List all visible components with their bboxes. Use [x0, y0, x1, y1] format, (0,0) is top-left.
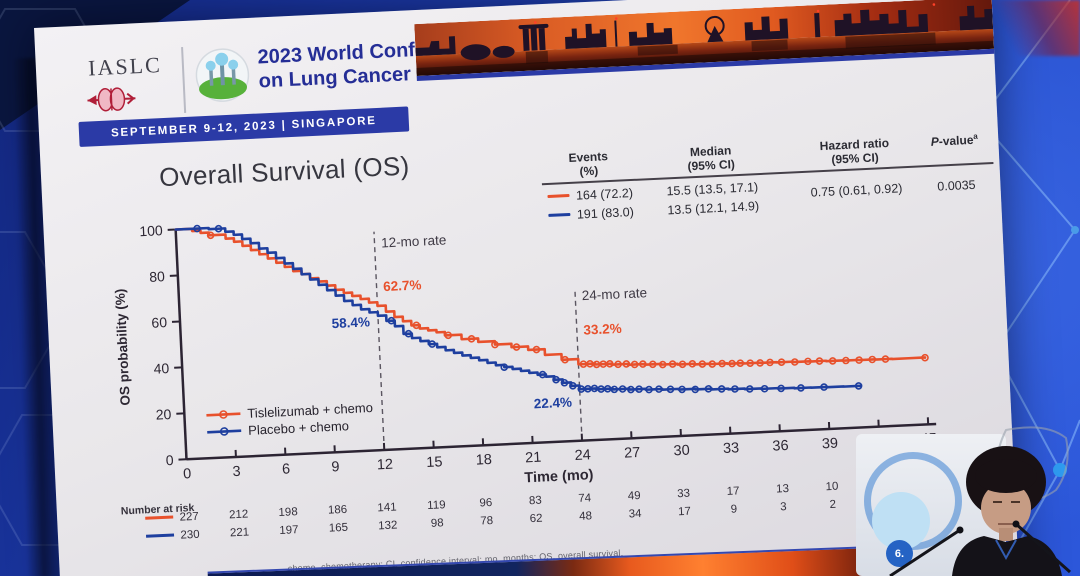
svg-text:13: 13: [776, 483, 789, 496]
svg-text:197: 197: [279, 524, 299, 537]
svg-text:0: 0: [183, 466, 192, 482]
svg-text:74: 74: [578, 492, 592, 505]
iaslc-logo: IASLC: [87, 52, 163, 81]
svg-text:39: 39: [822, 436, 839, 453]
svg-text:Time (mo): Time (mo): [524, 467, 594, 486]
iaslc-lungs-icon: [87, 87, 136, 112]
page-title: Overall Survival (OS): [158, 150, 411, 193]
col-header-median: Median (95% CI): [687, 143, 736, 174]
svg-text:17: 17: [726, 485, 739, 498]
svg-text:33: 33: [723, 440, 740, 457]
microphone-icon: [1015, 522, 1071, 574]
svg-text:186: 186: [328, 504, 348, 517]
svg-text:Number at risk: Number at risk: [121, 502, 195, 517]
svg-text:98: 98: [431, 517, 444, 530]
svg-text:27: 27: [624, 445, 641, 462]
km-chart-area: 0204060801000369121518212427303336394245…: [105, 174, 980, 559]
svg-text:83: 83: [529, 495, 542, 508]
singapore-skyline-image: [414, 0, 995, 82]
svg-text:3: 3: [232, 464, 241, 480]
svg-text:24-mo rate: 24-mo rate: [581, 285, 647, 303]
svg-text:24: 24: [574, 447, 591, 464]
svg-text:9: 9: [331, 459, 340, 475]
svg-text:20: 20: [155, 406, 172, 423]
svg-text:60: 60: [151, 314, 168, 331]
svg-text:21: 21: [525, 450, 542, 467]
svg-text:198: 198: [278, 506, 298, 519]
svg-text:18: 18: [475, 452, 492, 469]
gardens-emblem-icon: [195, 48, 250, 102]
svg-text:62.7%: 62.7%: [383, 277, 422, 294]
svg-text:34: 34: [628, 508, 642, 521]
svg-text:80: 80: [149, 268, 166, 285]
svg-text:12: 12: [377, 457, 394, 474]
svg-text:221: 221: [230, 526, 250, 539]
svg-text:10: 10: [825, 481, 838, 494]
svg-text:230: 230: [180, 529, 200, 542]
svg-text:17: 17: [678, 506, 691, 519]
skyline-glare: [994, 0, 1080, 56]
svg-text:40: 40: [153, 360, 170, 377]
microphone-icon: [889, 528, 961, 576]
svg-text:3: 3: [780, 501, 787, 513]
col-header-p-value: P-valuea: [930, 131, 978, 149]
svg-text:227: 227: [179, 511, 199, 524]
svg-text:9: 9: [730, 503, 737, 515]
svg-text:22.4%: 22.4%: [533, 395, 572, 412]
svg-text:33.2%: 33.2%: [583, 321, 622, 338]
svg-text:165: 165: [329, 522, 349, 535]
header-divider: [181, 46, 187, 114]
svg-text:6: 6: [282, 461, 291, 477]
svg-text:15: 15: [426, 454, 443, 471]
svg-text:Placebo + chemo: Placebo + chemo: [248, 418, 349, 438]
svg-text:62: 62: [530, 513, 543, 526]
svg-text:78: 78: [480, 515, 493, 528]
svg-text:OS probability (%): OS probability (%): [112, 288, 132, 406]
svg-text:48: 48: [579, 510, 592, 523]
speaker: 6.: [856, 424, 1080, 576]
svg-text:33: 33: [677, 488, 690, 501]
svg-text:12-mo rate: 12-mo rate: [381, 232, 447, 250]
svg-text:36: 36: [772, 438, 789, 455]
svg-text:58.4%: 58.4%: [331, 314, 370, 331]
svg-text:141: 141: [377, 501, 397, 514]
svg-text:2: 2: [829, 499, 836, 511]
svg-text:119: 119: [427, 499, 446, 512]
col-header-hazard-ratio: Hazard ratio (95% CI): [819, 135, 890, 167]
svg-text:212: 212: [229, 508, 249, 521]
svg-text:100: 100: [139, 222, 163, 239]
svg-text:0: 0: [165, 452, 174, 468]
km-survival-chart: 0204060801000369121518212427303336394245…: [112, 222, 937, 542]
svg-text:Tislelizumab + chemo: Tislelizumab + chemo: [247, 400, 373, 421]
svg-text:49: 49: [628, 490, 641, 503]
speaker-face: [981, 482, 1031, 534]
svg-text:96: 96: [479, 497, 492, 510]
svg-text:30: 30: [673, 443, 690, 460]
svg-text:132: 132: [378, 519, 398, 532]
col-header-events: Events (%): [568, 149, 609, 179]
